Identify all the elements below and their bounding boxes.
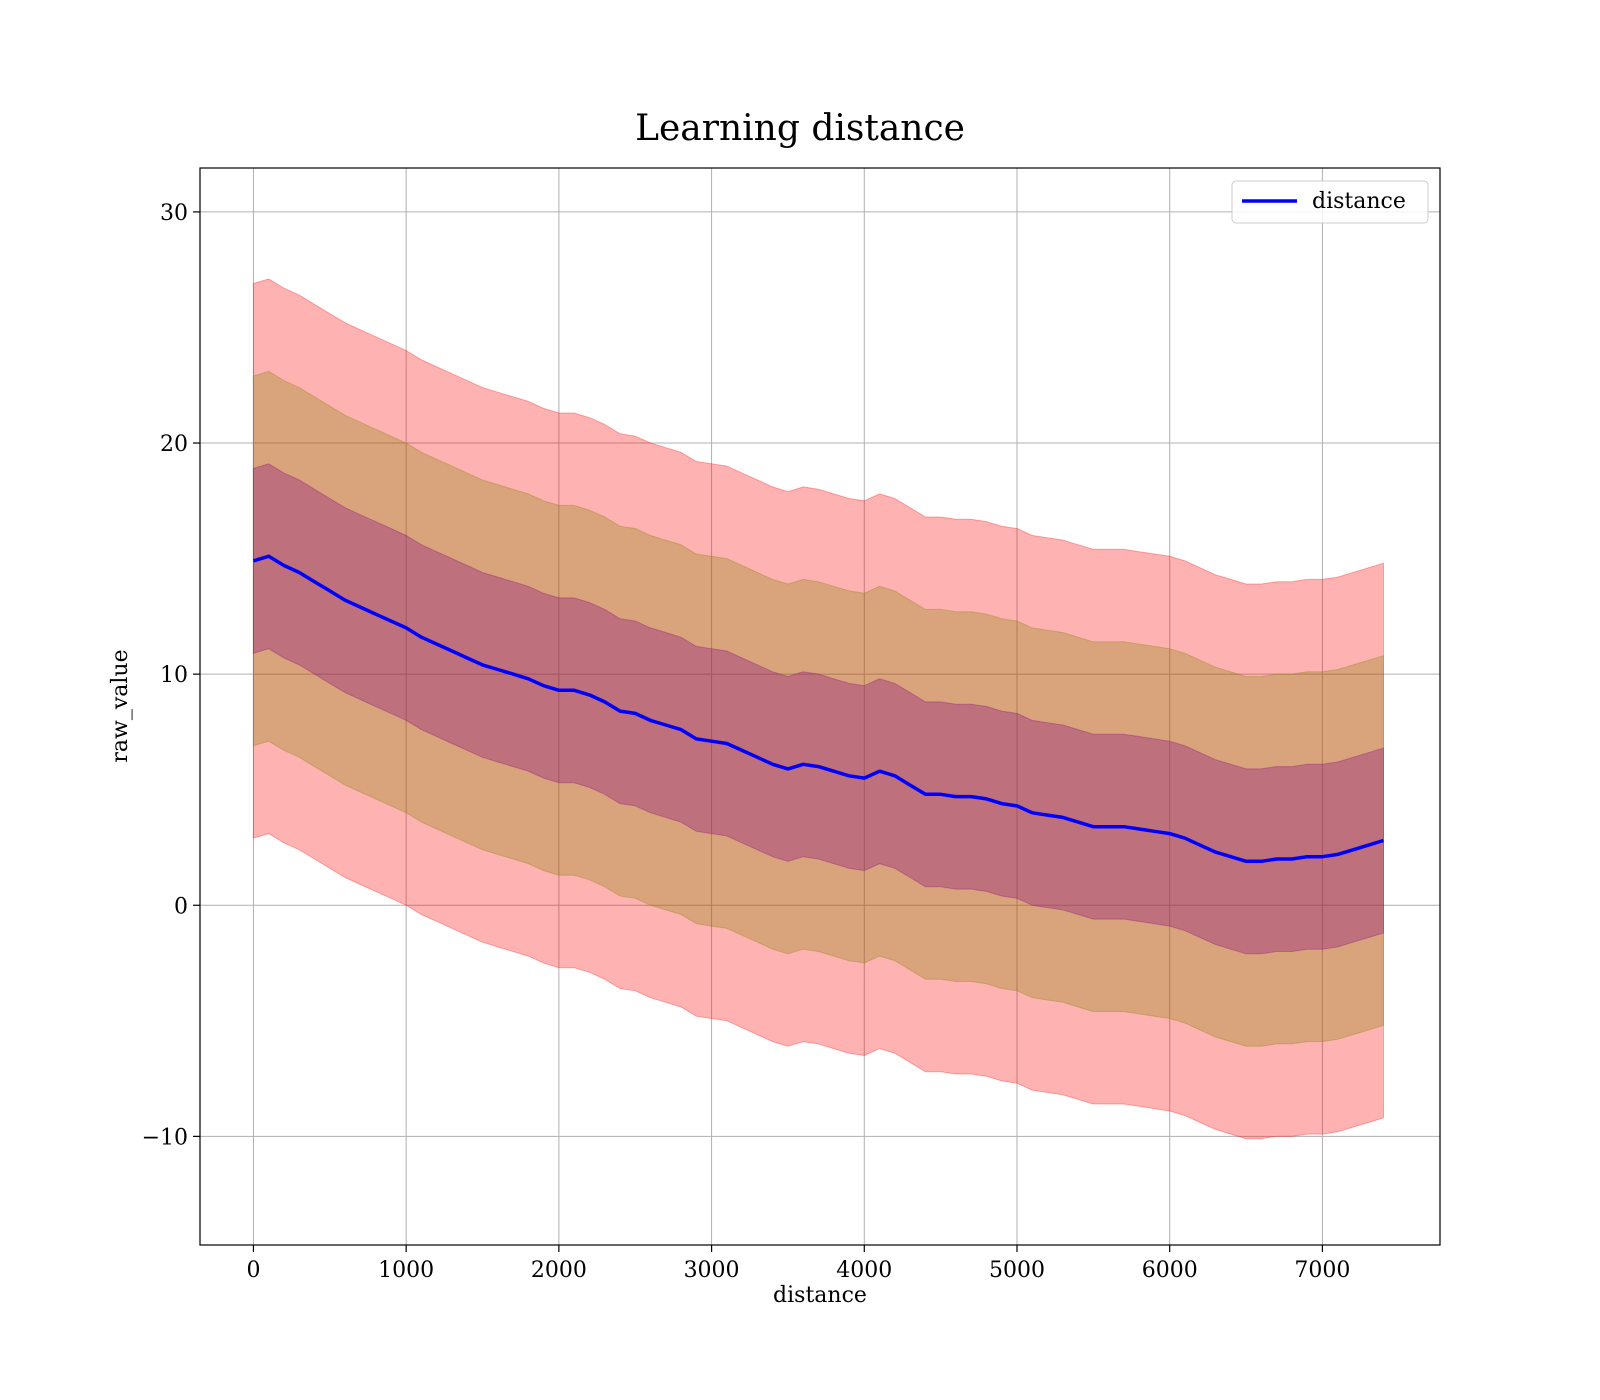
legend-label-distance: distance [1312, 189, 1406, 214]
y-tick-label: 0 [174, 894, 188, 919]
band-1sd [252, 463, 1384, 955]
plot-frame [199, 167, 1441, 1246]
axis-ticks: 0 1000 2000 3000 4000 5000 6000 7000 −10 0 10 20 30 [142, 201, 1351, 1283]
band-2sd [252, 370, 1384, 1047]
x-tick-label: 1000 [378, 1258, 434, 1283]
legend: distance [1231, 180, 1429, 224]
y-tick-label: 10 [160, 663, 188, 688]
y-tick-label: 20 [160, 432, 188, 457]
x-tick-label: 0 [246, 1258, 260, 1283]
y-axis-label: raw_value [108, 649, 133, 762]
y-tick-label: −10 [142, 1125, 188, 1150]
band-3sd [252, 278, 1384, 1140]
x-tick-label: 4000 [836, 1258, 892, 1283]
y-tick-label: 30 [160, 201, 188, 226]
x-tick-label: 2000 [531, 1258, 587, 1283]
x-tick-label: 3000 [684, 1258, 740, 1283]
legend-box [1231, 180, 1429, 224]
x-tick-label: 7000 [1294, 1258, 1350, 1283]
confidence-bands [252, 278, 1384, 1140]
x-tick-label: 5000 [989, 1258, 1045, 1283]
x-axis-label: distance [773, 1283, 867, 1308]
series-lines [252, 554, 1385, 864]
series-line-distance [252, 554, 1385, 864]
grid-lines [200, 168, 1440, 1245]
x-tick-label: 6000 [1142, 1258, 1198, 1283]
chart-title: Learning distance [635, 108, 965, 149]
